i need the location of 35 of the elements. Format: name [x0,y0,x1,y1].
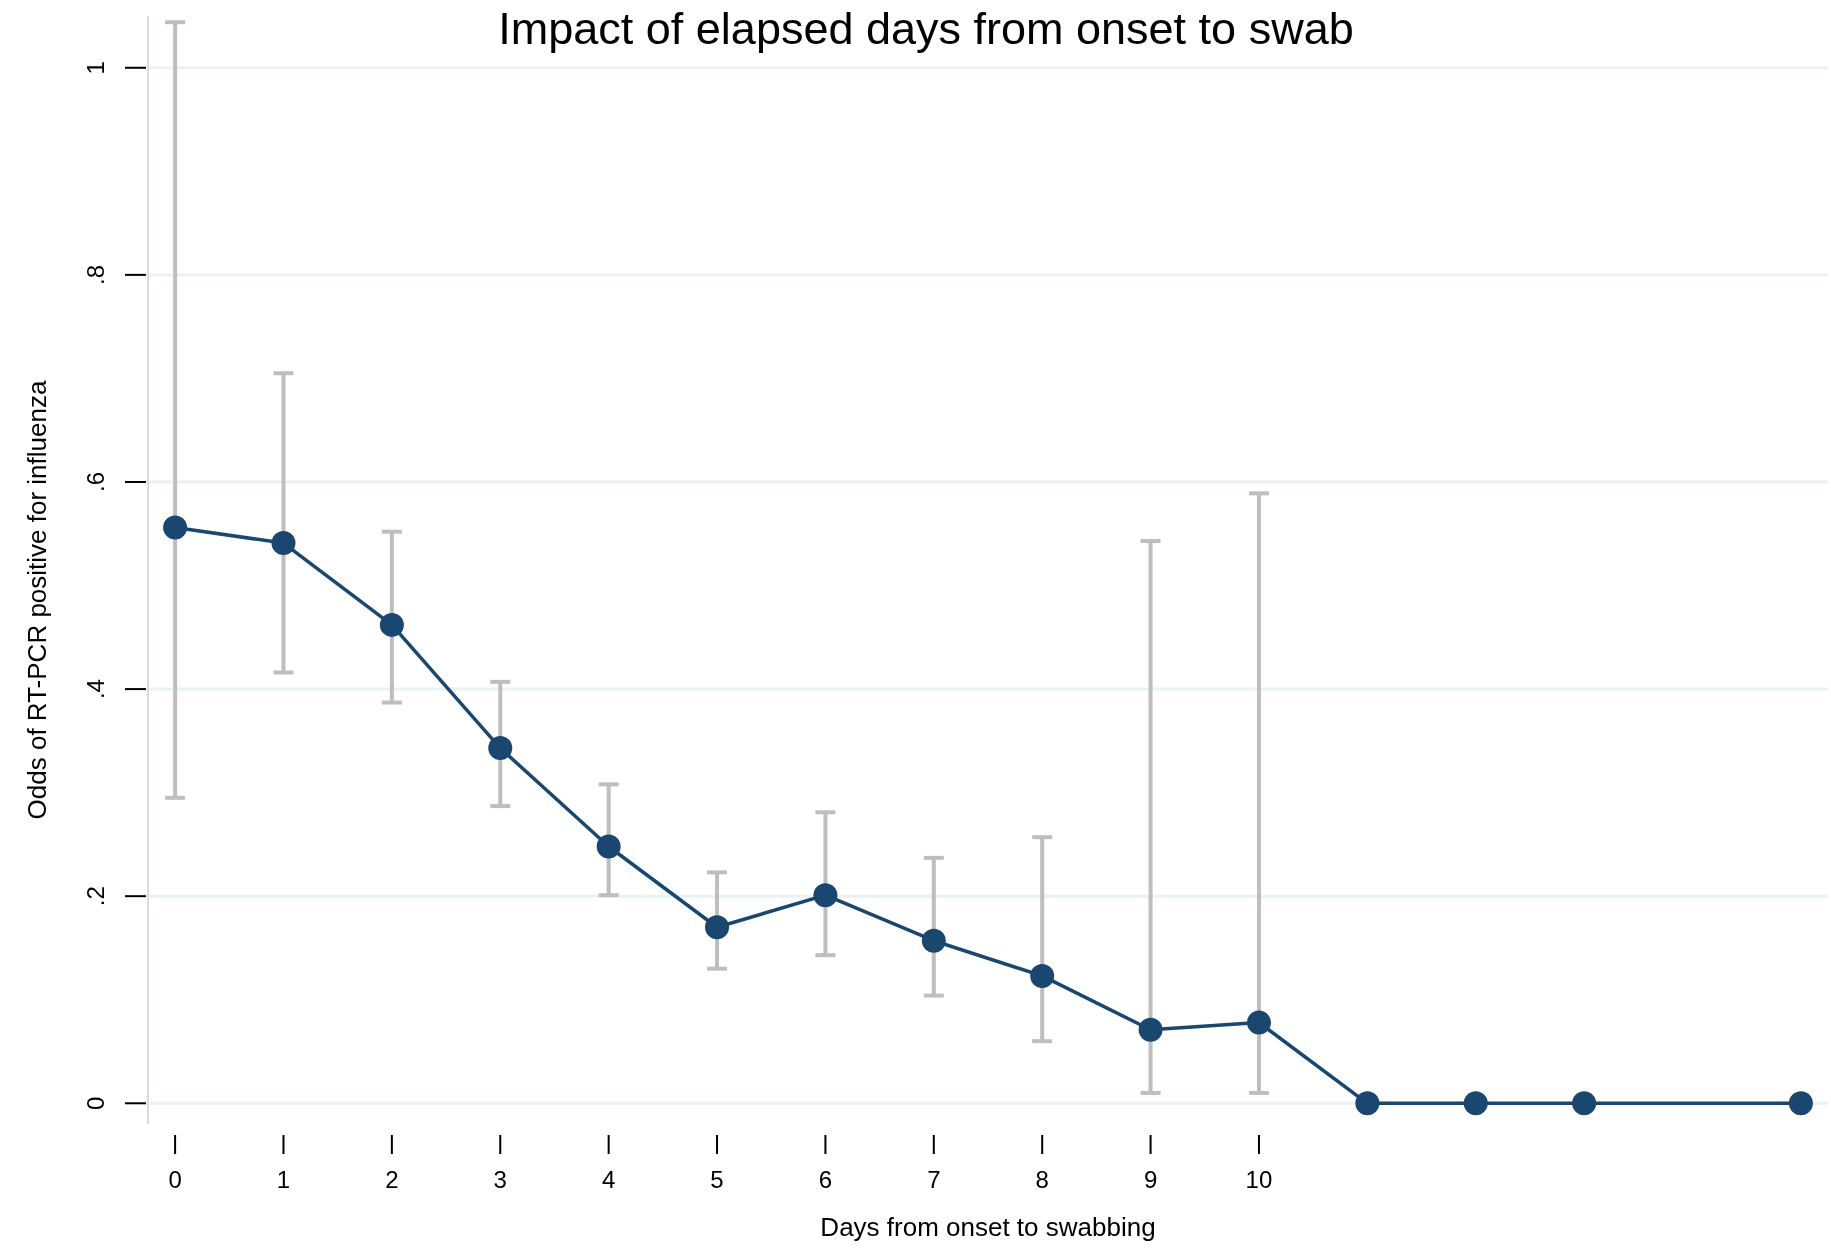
point [596,834,621,859]
x-tick-label: 5 [710,1166,724,1193]
point [271,531,296,556]
chart-title: Impact of elapsed days from onset to swab [498,3,1354,54]
y-tick-label: 1 [82,61,109,75]
point [921,928,946,953]
point [1355,1091,1380,1116]
point [163,515,188,540]
x-tick-label: 0 [168,1166,182,1193]
point [813,883,838,908]
point [379,612,404,637]
y-tick-label: .8 [82,264,109,285]
x-tick-label: 3 [493,1166,507,1193]
x-tick-label: 6 [818,1166,833,1193]
point [1572,1091,1597,1116]
point [1788,1091,1813,1116]
point [1138,1017,1163,1042]
point [1463,1091,1488,1116]
y-tick-label: .4 [82,679,109,700]
x-tick-label: 4 [601,1166,616,1193]
x-tick-label: 2 [385,1166,399,1193]
point [705,915,730,940]
y-tick-label: .6 [82,471,109,492]
y-tick-label: 0 [82,1096,109,1110]
point [1030,963,1055,988]
x-tick-label: 8 [1035,1166,1049,1193]
x-axis-title: Days from onset to swabbing [820,1212,1156,1242]
point [488,736,513,761]
x-tick-label: 9 [1143,1166,1158,1193]
point [1246,1010,1271,1035]
x-tick-label: 7 [927,1166,941,1193]
x-tick-label: 10 [1245,1166,1273,1193]
x-tick-label: 1 [276,1166,291,1193]
y-tick-label: .2 [82,886,109,907]
y-axis-title: Odds of RT-PCR positive for influenza [22,380,52,820]
